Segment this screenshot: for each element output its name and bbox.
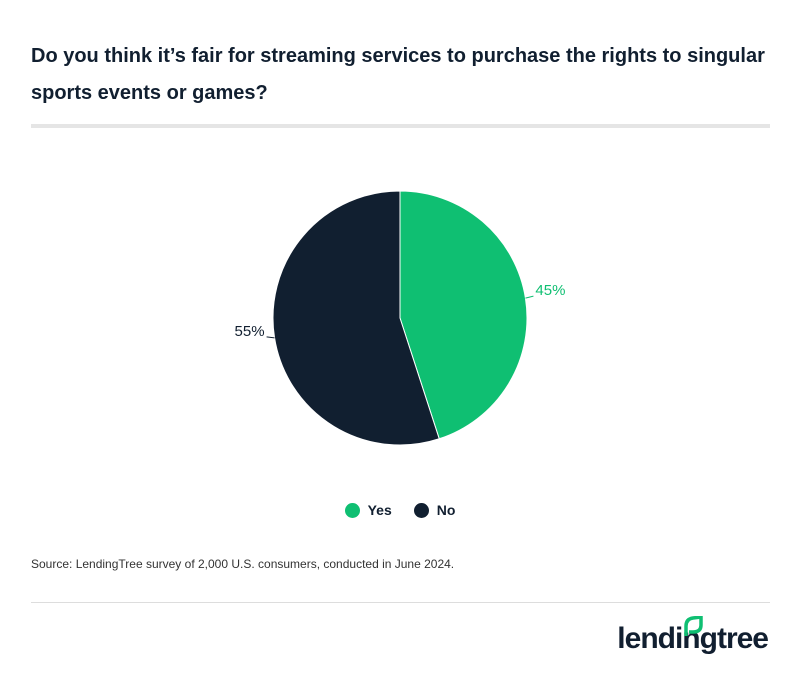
legend-label-yes: Yes <box>367 502 392 518</box>
legend-label-no: No <box>436 502 456 518</box>
source-note: Source: LendingTree survey of 2,000 U.S.… <box>31 557 455 571</box>
divider <box>31 124 770 128</box>
pie-slice-yes <box>399 190 528 440</box>
leader-line <box>266 336 275 339</box>
pie-slice-no <box>272 190 440 446</box>
legend-item-no: No <box>413 502 456 518</box>
lendingtree-logo: lendingtree <box>617 616 769 656</box>
legend-swatch-yes <box>344 502 360 518</box>
legend-swatch-no <box>413 502 429 518</box>
leaf-icon <box>684 616 704 636</box>
data-label-no: 55% <box>235 323 265 340</box>
divider <box>31 602 770 603</box>
pie-chart: 45% 55% <box>235 190 565 446</box>
legend: Yes No <box>0 502 800 518</box>
data-label-yes: 45% <box>535 282 565 299</box>
legend-item-yes: Yes <box>344 502 392 518</box>
chart-title: Do you think it’s fair for streaming ser… <box>31 45 765 104</box>
logo-text: lendingtree <box>617 622 769 655</box>
leader-line <box>525 295 534 299</box>
